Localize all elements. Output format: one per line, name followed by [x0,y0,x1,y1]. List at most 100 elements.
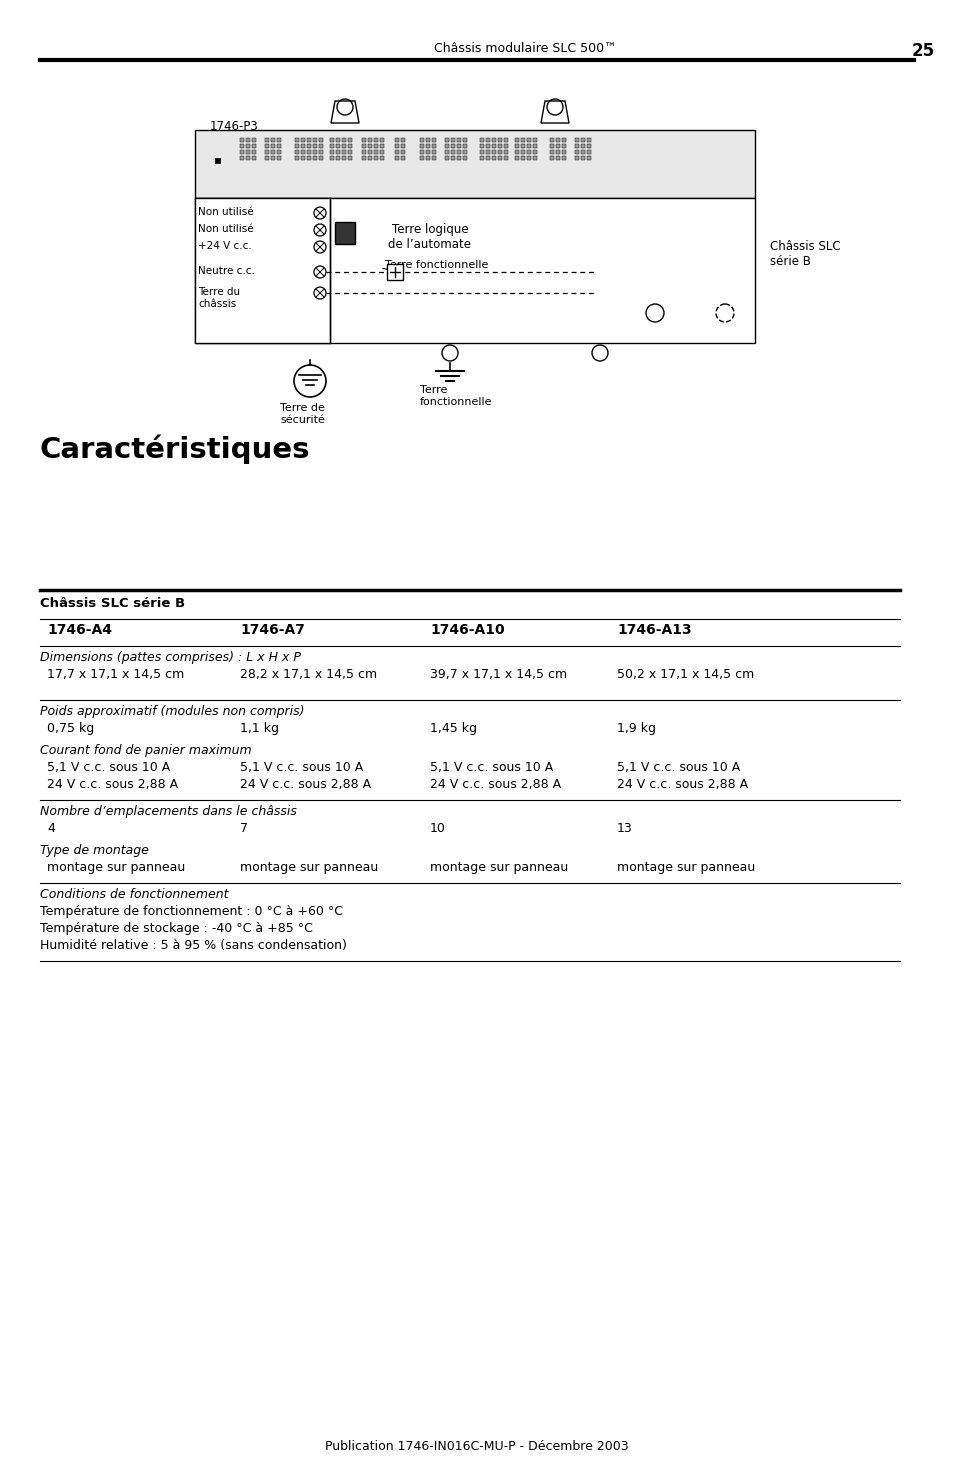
Bar [556,156,559,159]
Bar [301,145,305,148]
Bar [379,156,384,159]
Bar [479,150,483,153]
Bar [485,150,490,153]
Bar [479,156,483,159]
Bar [194,130,754,198]
Bar [451,156,455,159]
Text: 24 V c.c. sous 2,88 A: 24 V c.c. sous 2,88 A [240,777,371,791]
Text: Conditions de fonctionnement: Conditions de fonctionnement [40,888,229,901]
Bar [246,139,250,142]
Text: montage sur panneau: montage sur panneau [617,861,755,875]
Bar [379,139,384,142]
Bar [432,150,436,153]
Bar [586,150,590,153]
Text: 24 V c.c. sous 2,88 A: 24 V c.c. sous 2,88 A [617,777,747,791]
Bar [492,150,496,153]
Bar [265,145,269,148]
Text: Châssis modulaire SLC 500™: Châssis modulaire SLC 500™ [434,41,616,55]
Bar [575,145,578,148]
Text: Dimensions (pattes comprises) : L x H x P: Dimensions (pattes comprises) : L x H x … [40,650,300,664]
Text: Non utilisé: Non utilisé [198,224,253,235]
Bar [348,139,352,142]
Text: 24 V c.c. sous 2,88 A: 24 V c.c. sous 2,88 A [47,777,178,791]
Bar [485,139,490,142]
Bar [361,156,366,159]
Bar [335,150,339,153]
Text: montage sur panneau: montage sur panneau [430,861,568,875]
Bar [520,145,524,148]
Bar [307,145,311,148]
Text: 17,7 x 17,1 x 14,5 cm: 17,7 x 17,1 x 14,5 cm [47,668,184,681]
Text: 13: 13 [617,822,632,835]
Bar [451,139,455,142]
Text: Température de stockage : -40 °C à +85 °C: Température de stockage : -40 °C à +85 °… [40,922,313,935]
Text: montage sur panneau: montage sur panneau [47,861,185,875]
Bar [395,150,398,153]
Bar [379,150,384,153]
Bar [426,139,430,142]
Bar [497,156,501,159]
Bar [335,156,339,159]
Bar [550,145,554,148]
Bar [444,156,449,159]
Bar [335,145,339,148]
Bar [246,145,250,148]
Bar [265,139,269,142]
Bar [276,150,281,153]
Text: 39,7 x 17,1 x 14,5 cm: 39,7 x 17,1 x 14,5 cm [430,668,566,681]
Bar [550,156,554,159]
Bar [400,139,405,142]
Text: Type de montage: Type de montage [40,844,149,857]
Bar [485,145,490,148]
Bar [550,139,554,142]
Bar [561,150,565,153]
Text: Terre de
sécurité: Terre de sécurité [280,403,325,425]
Bar [575,150,578,153]
Text: Terre logique
de l’automate: Terre logique de l’automate [388,223,471,251]
Bar [515,139,518,142]
Bar [533,139,537,142]
Bar [294,156,298,159]
Bar [276,156,281,159]
Bar [400,145,405,148]
Bar [330,150,334,153]
Bar [240,150,244,153]
Bar [444,150,449,153]
Bar [395,145,398,148]
Bar [575,139,578,142]
Bar [318,156,323,159]
Bar [379,145,384,148]
Bar [361,150,366,153]
Bar [361,145,366,148]
Text: 24 V c.c. sous 2,88 A: 24 V c.c. sous 2,88 A [430,777,560,791]
Bar [265,150,269,153]
Bar [492,139,496,142]
Bar [515,145,518,148]
Bar [368,139,372,142]
Text: Neutre c.c.: Neutre c.c. [198,266,254,276]
Text: 1,45 kg: 1,45 kg [430,721,476,735]
Bar [318,150,323,153]
Bar [556,145,559,148]
Text: 5,1 V c.c. sous 10 A: 5,1 V c.c. sous 10 A [47,761,170,774]
Bar [361,139,366,142]
Bar [395,139,398,142]
Bar [419,150,423,153]
Bar [479,145,483,148]
Bar [492,145,496,148]
Bar [556,139,559,142]
Bar [462,156,467,159]
Bar [246,150,250,153]
Bar [561,156,565,159]
Bar [294,145,298,148]
Text: Caractéristiques: Caractéristiques [40,435,310,465]
Bar [462,139,467,142]
Text: 0,75 kg: 0,75 kg [47,721,94,735]
Bar [276,139,281,142]
Bar [341,150,346,153]
Text: 1,1 kg: 1,1 kg [240,721,278,735]
Text: 1746-P3: 1746-P3 [210,119,258,133]
Bar [301,139,305,142]
Bar [400,150,405,153]
Bar [497,150,501,153]
